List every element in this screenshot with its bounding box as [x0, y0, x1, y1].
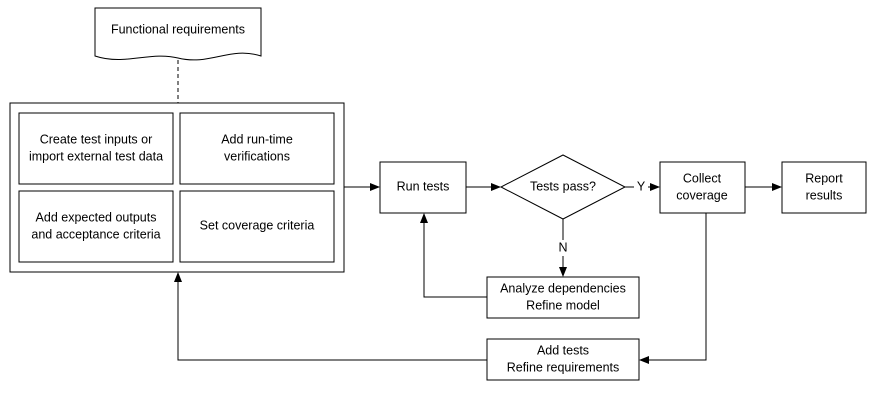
edge-label: N — [558, 240, 567, 254]
edge-label: Y — [637, 179, 646, 193]
node-label: Add run-time — [221, 132, 293, 146]
document-label: Functional requirements — [111, 22, 245, 36]
node-label: Refine model — [526, 298, 600, 312]
process-node — [659, 161, 746, 214]
node-label: Collect — [683, 171, 722, 185]
group-node — [179, 112, 335, 185]
process-node — [486, 338, 640, 381]
node-label: Report — [805, 171, 843, 185]
group-node — [18, 190, 174, 263]
node-label: Add expected outputs — [36, 210, 157, 224]
arrow — [420, 213, 487, 298]
process-node — [486, 276, 640, 319]
node-label: Tests pass? — [530, 179, 596, 193]
node-label: results — [806, 188, 843, 202]
arrow — [639, 213, 707, 364]
group-node — [179, 190, 335, 263]
node-label: verifications — [224, 149, 290, 163]
document-shape — [94, 7, 262, 61]
group-node — [18, 112, 174, 185]
arrow — [174, 272, 487, 361]
node-label: Create test inputs or — [40, 132, 153, 146]
node-label: coverage — [676, 188, 727, 202]
label-bg — [634, 180, 648, 194]
node-label: Analyze dependencies — [500, 281, 626, 295]
node-label: Run tests — [397, 179, 450, 193]
node-label: import external test data — [29, 149, 163, 163]
process-node — [781, 161, 867, 214]
node-label: Set coverage criteria — [200, 218, 315, 232]
node-label: and acceptance criteria — [31, 227, 160, 241]
node-label: Refine requirements — [507, 360, 620, 374]
node-label: Add tests — [537, 343, 589, 357]
